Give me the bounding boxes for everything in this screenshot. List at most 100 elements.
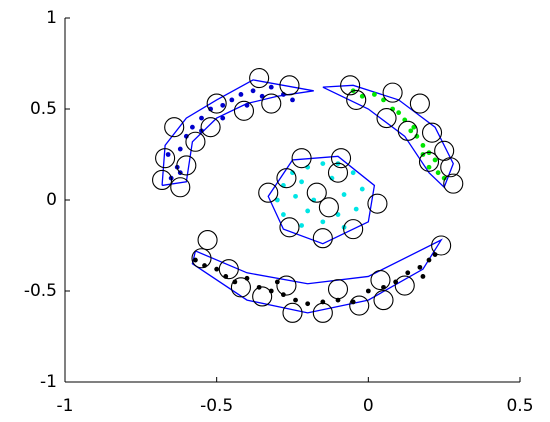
support-circle [312, 228, 333, 249]
support-circle [170, 177, 191, 198]
support-circle [249, 68, 270, 89]
x-tick-label: -0.5 [200, 396, 233, 416]
data-point [417, 264, 423, 270]
support-circle [397, 120, 418, 141]
support-circle [312, 302, 333, 323]
x-tick-label: 0.5 [506, 396, 533, 416]
data-point [290, 97, 295, 103]
data-point [220, 102, 226, 108]
support-circle [230, 277, 251, 298]
data-point [220, 115, 226, 121]
support-circle [261, 93, 282, 114]
support-circle [276, 168, 297, 189]
data-point [320, 219, 326, 225]
data-point [268, 84, 274, 90]
data-point [359, 186, 365, 192]
data-point [405, 270, 411, 276]
data-point [299, 179, 304, 185]
support-circle [279, 75, 300, 96]
data-point [244, 102, 250, 108]
data-point [426, 257, 432, 263]
data-point [293, 193, 298, 199]
data-point [177, 146, 183, 152]
data-point [293, 297, 298, 303]
support-circle [349, 295, 370, 316]
support-circle [346, 89, 367, 110]
data-point [432, 157, 438, 163]
data-point [250, 88, 256, 94]
support-circle [191, 248, 212, 269]
support-circle [176, 155, 197, 176]
support-circle [197, 229, 218, 251]
data-point [365, 288, 371, 294]
data-point [190, 124, 195, 130]
data-point [281, 212, 286, 217]
data-point [229, 97, 235, 103]
data-point [193, 257, 198, 263]
support-circle [185, 131, 206, 152]
support-circle [306, 182, 327, 203]
support-circle [418, 151, 440, 172]
support-circle [252, 286, 273, 307]
support-circle [282, 302, 303, 323]
support-circle [233, 100, 255, 121]
support-circle [218, 259, 239, 280]
support-circle [276, 275, 297, 296]
support-circle [367, 193, 388, 214]
support-circle [343, 219, 364, 240]
support-circle [200, 117, 221, 138]
support-circle [279, 217, 300, 238]
support-circle [318, 197, 339, 218]
support-circle [164, 117, 185, 138]
support-circle [431, 235, 452, 256]
support-circle [370, 270, 391, 291]
data-point [199, 115, 204, 121]
x-tick-label: 0 [363, 396, 374, 416]
data-point [305, 301, 311, 307]
support-circle [409, 93, 430, 114]
support-circle [327, 162, 349, 183]
data-point [411, 124, 417, 130]
support-circle [291, 148, 312, 169]
y-tick-label: 0.5 [30, 99, 57, 119]
data-point [435, 170, 441, 176]
data-point [238, 92, 244, 97]
data-point [359, 93, 365, 99]
support-circle [376, 108, 397, 129]
support-circle [340, 75, 361, 96]
support-circle [327, 279, 349, 300]
data-point [420, 143, 426, 148]
support-circle [152, 169, 173, 191]
support-circle [373, 290, 394, 311]
y-tick-label: -1 [40, 372, 57, 392]
support-circle [155, 148, 176, 169]
support-circle [258, 182, 279, 203]
support-circle [443, 173, 464, 194]
data-point [341, 192, 347, 197]
data-point [396, 110, 402, 116]
support-circle [440, 157, 461, 178]
support-circle [206, 93, 227, 114]
data-point [408, 128, 414, 134]
support-circle [382, 82, 403, 103]
y-tick-label: 1 [46, 8, 57, 28]
data-point [350, 299, 356, 305]
data-point [372, 92, 377, 97]
support-circle [330, 148, 352, 169]
data-point [305, 208, 311, 214]
data-point [214, 266, 220, 272]
support-circle [394, 275, 415, 296]
y-tick-label: -0.5 [24, 281, 57, 301]
support-circle [421, 122, 443, 143]
data-point [299, 223, 304, 228]
data-point [420, 274, 426, 279]
data-point [426, 164, 432, 170]
boundary-line [191, 238, 443, 314]
data-point [165, 152, 171, 157]
data-point [350, 170, 356, 176]
y-tick-label: 0 [46, 190, 57, 210]
data-point [353, 206, 359, 212]
data-point [320, 161, 326, 167]
x-tick-label: -1 [57, 396, 74, 416]
